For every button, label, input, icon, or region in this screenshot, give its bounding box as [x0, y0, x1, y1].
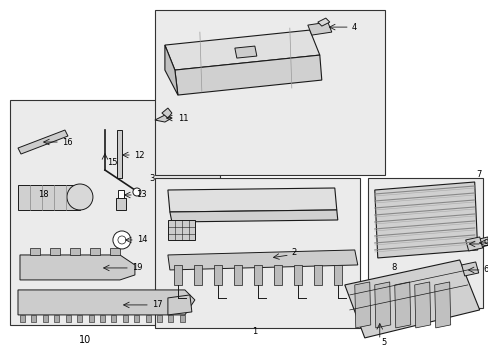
- Polygon shape: [213, 265, 222, 285]
- Polygon shape: [374, 282, 390, 328]
- Polygon shape: [77, 315, 82, 322]
- Polygon shape: [31, 315, 36, 322]
- Polygon shape: [168, 315, 173, 322]
- Text: 9: 9: [483, 239, 488, 248]
- Polygon shape: [157, 315, 162, 322]
- Polygon shape: [333, 265, 341, 285]
- Polygon shape: [20, 255, 135, 280]
- Polygon shape: [167, 188, 336, 212]
- Polygon shape: [169, 210, 337, 222]
- Polygon shape: [313, 265, 321, 285]
- Polygon shape: [164, 30, 319, 70]
- Text: 5: 5: [381, 338, 386, 347]
- Polygon shape: [117, 130, 122, 178]
- Circle shape: [133, 188, 141, 196]
- Text: 11: 11: [178, 113, 188, 122]
- Polygon shape: [167, 250, 357, 270]
- Polygon shape: [175, 55, 321, 95]
- Polygon shape: [193, 265, 202, 285]
- Text: 3: 3: [149, 174, 155, 183]
- Circle shape: [67, 184, 93, 210]
- Text: 7: 7: [476, 170, 481, 179]
- Text: 18: 18: [38, 190, 48, 199]
- Polygon shape: [111, 315, 116, 322]
- Polygon shape: [20, 315, 25, 322]
- Polygon shape: [317, 18, 329, 26]
- Polygon shape: [167, 220, 195, 240]
- Bar: [155, 10, 384, 175]
- Text: 16: 16: [62, 138, 72, 147]
- Polygon shape: [145, 315, 150, 322]
- Bar: [10, 100, 220, 325]
- Polygon shape: [122, 315, 127, 322]
- Polygon shape: [164, 45, 178, 95]
- Polygon shape: [50, 248, 60, 255]
- Polygon shape: [394, 282, 410, 328]
- Polygon shape: [70, 248, 80, 255]
- Polygon shape: [253, 265, 261, 285]
- Polygon shape: [18, 185, 80, 210]
- Polygon shape: [54, 315, 59, 322]
- Polygon shape: [307, 22, 331, 35]
- Polygon shape: [167, 295, 191, 315]
- Text: 6: 6: [483, 265, 488, 274]
- Polygon shape: [100, 315, 105, 322]
- Bar: [367, 178, 482, 308]
- Polygon shape: [414, 282, 430, 328]
- Polygon shape: [293, 265, 301, 285]
- Polygon shape: [180, 315, 184, 322]
- Polygon shape: [465, 237, 482, 251]
- Polygon shape: [273, 265, 281, 285]
- Polygon shape: [234, 46, 256, 58]
- Polygon shape: [134, 315, 139, 322]
- Text: 13: 13: [136, 190, 146, 199]
- Text: 10: 10: [79, 335, 91, 345]
- Text: 17: 17: [152, 301, 162, 310]
- Polygon shape: [233, 265, 242, 285]
- Circle shape: [118, 236, 126, 244]
- Polygon shape: [18, 130, 68, 154]
- Polygon shape: [43, 315, 48, 322]
- Polygon shape: [434, 282, 450, 328]
- Text: 8: 8: [391, 264, 396, 273]
- Polygon shape: [461, 262, 478, 276]
- Polygon shape: [30, 248, 40, 255]
- Polygon shape: [116, 198, 126, 210]
- Polygon shape: [354, 282, 370, 328]
- Text: 12: 12: [134, 150, 144, 159]
- Polygon shape: [18, 290, 195, 315]
- Polygon shape: [88, 315, 93, 322]
- Text: 14: 14: [137, 235, 147, 244]
- Text: 4: 4: [351, 23, 356, 32]
- Polygon shape: [162, 108, 172, 118]
- Polygon shape: [174, 265, 182, 285]
- Polygon shape: [110, 248, 120, 255]
- Text: 19: 19: [132, 264, 142, 273]
- Polygon shape: [90, 248, 100, 255]
- Polygon shape: [344, 260, 479, 338]
- Circle shape: [113, 231, 131, 249]
- Polygon shape: [65, 315, 71, 322]
- Polygon shape: [475, 237, 488, 248]
- Polygon shape: [155, 115, 172, 122]
- Text: 1: 1: [252, 327, 257, 336]
- Polygon shape: [118, 190, 123, 200]
- Text: 2: 2: [291, 248, 297, 257]
- Bar: [155, 178, 359, 328]
- Polygon shape: [374, 182, 477, 258]
- Text: 15: 15: [107, 158, 117, 167]
